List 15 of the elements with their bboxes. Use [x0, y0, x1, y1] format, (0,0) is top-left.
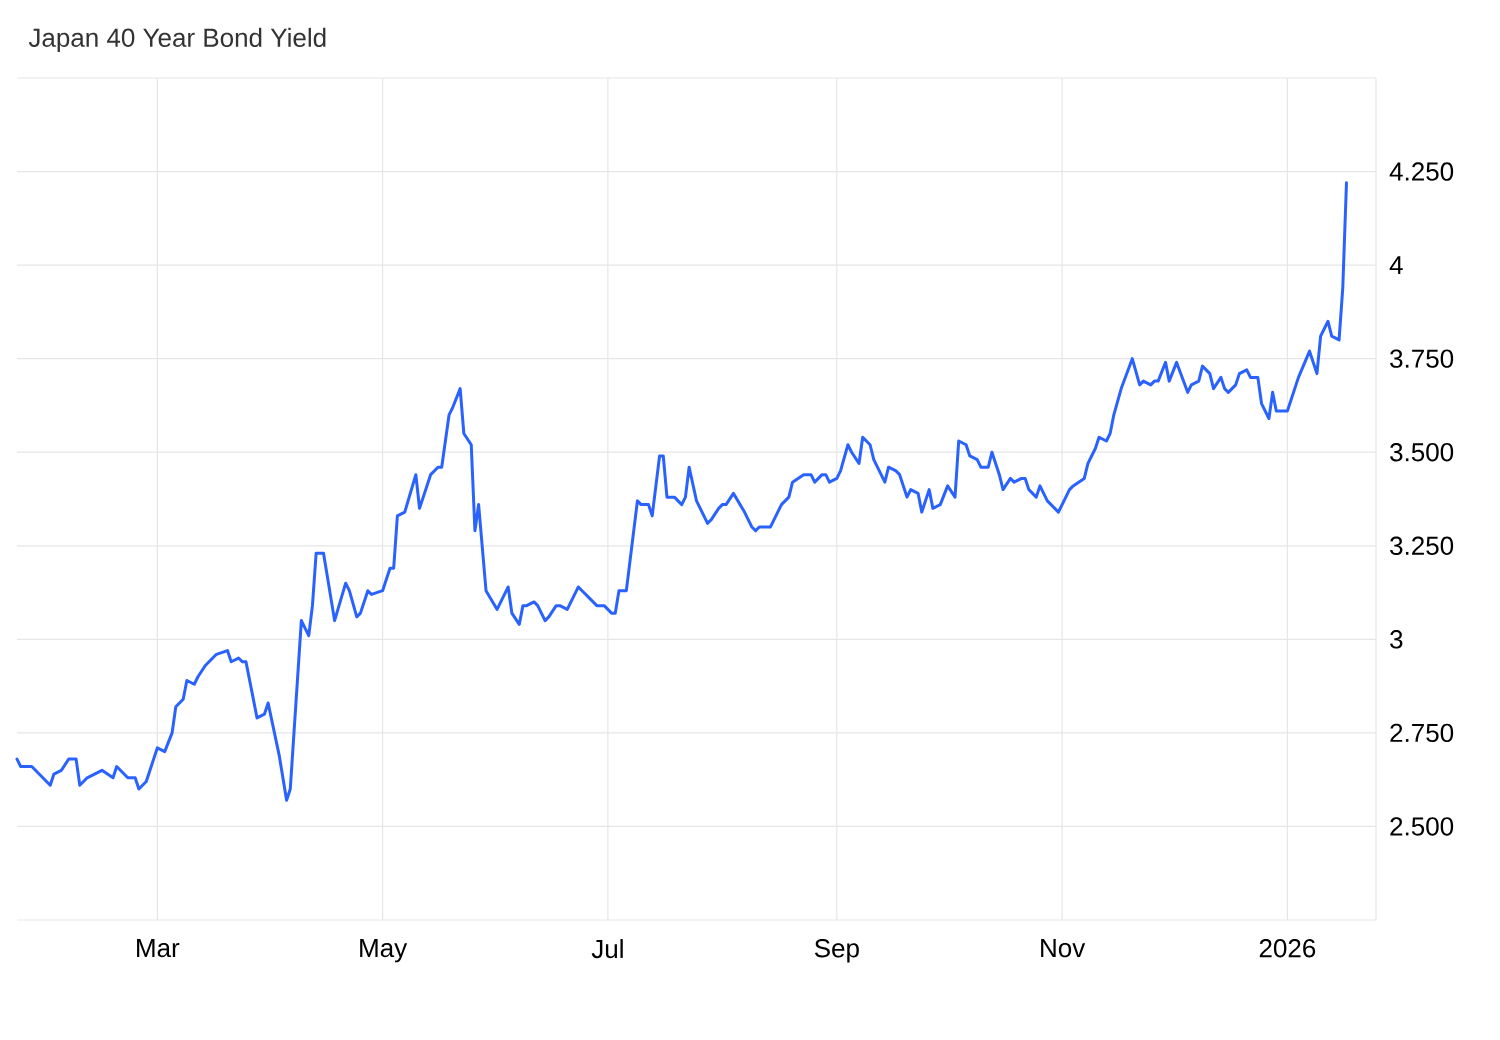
x-tick-label: Mar [137, 939, 180, 958]
x-tick-label: Nov [1041, 939, 1086, 958]
y-tick-label: 2.500 [1390, 817, 1454, 836]
y-tick-label: 4.250 [1389, 162, 1454, 181]
y-tick-label: 2.750 [1390, 723, 1454, 743]
y-tick-label: 3 [1390, 630, 1403, 649]
x-tick-label: 2026 [1259, 939, 1316, 958]
x-tick-label: Sep [814, 939, 859, 963]
x-tick-label: May [360, 939, 408, 963]
chart-title: Japan 40 Year Bond Yield [28, 27, 326, 53]
y-tick-label: 3.500 [1390, 443, 1454, 462]
y-tick-label: 3.250 [1390, 536, 1454, 555]
y-tick-label: 3.750 [1390, 349, 1454, 368]
x-tick-label: Jul [591, 939, 623, 959]
y-tick-label: 4 [1389, 256, 1403, 275]
